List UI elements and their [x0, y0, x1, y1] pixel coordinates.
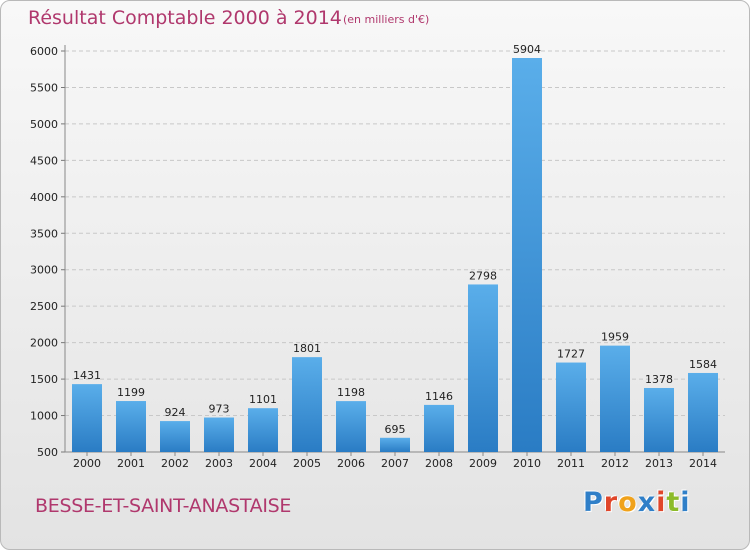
data-label-2011: 1727: [557, 348, 585, 361]
data-label-2009: 2798: [469, 269, 497, 282]
data-label-2006: 1198: [337, 386, 365, 399]
logo-letter: x: [637, 487, 657, 518]
bar-2011: [556, 362, 586, 452]
y-tick-label: 4000: [30, 191, 58, 204]
x-tick-label: 2011: [557, 457, 585, 470]
data-label-2008: 1146: [425, 390, 453, 403]
logo-letter: P: [583, 487, 604, 518]
bar-2005: [292, 357, 322, 452]
chart-subtitle: (en milliers d'€): [343, 13, 430, 26]
logo-letter: t: [666, 487, 681, 518]
logo-letter: i: [656, 487, 667, 518]
data-label-2000: 1431: [73, 369, 101, 382]
y-tick-label: 5500: [30, 81, 58, 94]
tick-labels: 500 1000 1500 2000 2500 3000 3500 4000 4500 5000 5…: [30, 45, 717, 470]
y-tick-label: 500: [37, 446, 58, 459]
commune-name: BESSE-ET-SAINT-ANASTAISE: [35, 495, 292, 517]
data-label-2003: 973: [209, 403, 230, 416]
bar-2008: [424, 404, 454, 452]
x-tick-label: 2006: [337, 457, 365, 470]
y-tick-label: 5000: [30, 118, 58, 131]
x-tick-label: 2007: [381, 457, 409, 470]
logo-letter: o: [618, 487, 638, 518]
bar-2012: [600, 345, 630, 452]
y-tick-label: 1500: [30, 373, 58, 386]
logo-letter: i: [680, 487, 691, 518]
bar-2013: [644, 387, 674, 452]
x-tick-label: 2010: [513, 457, 541, 470]
proxiti-logo: Proxiti: [583, 487, 691, 518]
x-tick-label: 2000: [73, 457, 101, 470]
bars: [72, 57, 718, 453]
data-label-2001: 1199: [117, 386, 145, 399]
x-tick-label: 2012: [601, 457, 629, 470]
y-tick-label: 3500: [30, 227, 58, 240]
data-label-2004: 1101: [249, 393, 277, 406]
data-label-2002: 924: [165, 406, 186, 419]
logo-letter: r: [603, 487, 619, 518]
chart-title: Résultat Comptable 2000 à 2014: [28, 7, 342, 29]
x-tick-label: 2014: [689, 457, 717, 470]
y-tick-label: 3000: [30, 264, 58, 277]
x-tick-label: 2013: [645, 457, 673, 470]
x-tick-label: 2004: [249, 457, 277, 470]
bar-2004: [248, 408, 278, 452]
bar-2009: [468, 284, 498, 452]
data-label-2005: 1801: [293, 342, 321, 355]
data-label-2013: 1378: [645, 373, 673, 386]
x-tick-label: 2008: [425, 457, 453, 470]
bar-2007: [380, 437, 410, 452]
x-tick-label: 2003: [205, 457, 233, 470]
data-label-2014: 1584: [689, 358, 717, 371]
grid-lines: [65, 50, 725, 417]
data-label-2007: 695: [385, 423, 406, 436]
y-tick-label: 2000: [30, 337, 58, 350]
data-label-2012: 1959: [601, 331, 629, 344]
bar-2014: [688, 372, 718, 452]
bar-2003: [204, 417, 234, 452]
y-tick-label: 4500: [30, 154, 58, 167]
x-tick-label: 2002: [161, 457, 189, 470]
data-label-2010: 5904: [513, 43, 541, 56]
y-tick-label: 2500: [30, 300, 58, 313]
x-tick-label: 2005: [293, 457, 321, 470]
bar-2002: [160, 421, 190, 452]
x-tick-label: 2001: [117, 457, 145, 470]
bar-2006: [336, 401, 366, 452]
bar-2001: [116, 401, 146, 452]
data-labels: 1431 1199 924 973 1101 1801 1198 695 1146 2798 590…: [73, 43, 717, 436]
bar-2000: [72, 384, 102, 452]
y-tick-label: 6000: [30, 45, 58, 58]
bar-2010: [512, 57, 542, 453]
x-tick-label: 2009: [469, 457, 497, 470]
y-tick-label: 1000: [30, 410, 58, 423]
